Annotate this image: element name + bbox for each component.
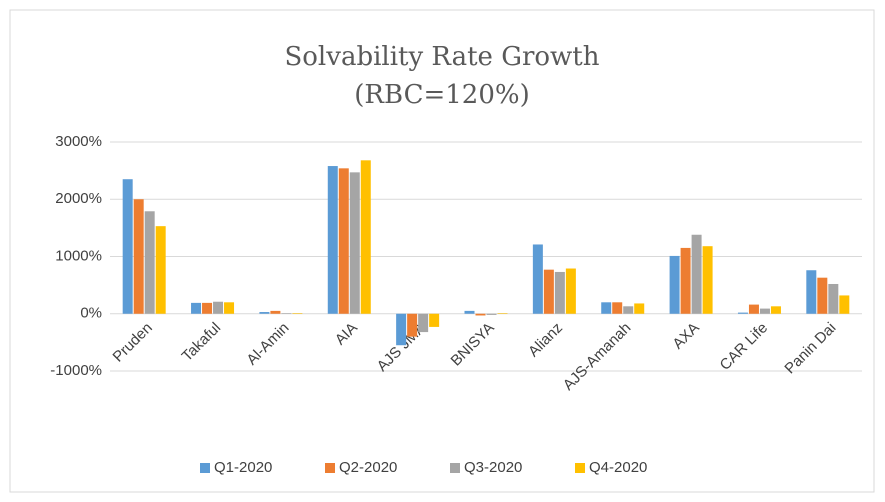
bar bbox=[407, 313, 418, 337]
bar bbox=[418, 313, 429, 333]
bar bbox=[623, 306, 634, 314]
bar bbox=[122, 179, 133, 314]
legend-label: Q3-2020 bbox=[464, 459, 522, 476]
bar bbox=[691, 234, 702, 314]
y-tick-label: -1000% bbox=[50, 362, 102, 379]
chart-subtitle: (RBC=120%) bbox=[354, 80, 529, 110]
bar bbox=[464, 310, 475, 314]
legend-swatch bbox=[325, 463, 335, 473]
legend-label: Q4-2020 bbox=[589, 459, 647, 476]
bar bbox=[396, 313, 407, 346]
bar bbox=[669, 255, 680, 314]
bar bbox=[202, 302, 213, 314]
y-tick-label: 2000% bbox=[55, 190, 102, 207]
bar bbox=[327, 166, 338, 314]
bar bbox=[565, 268, 576, 314]
bar bbox=[770, 306, 781, 314]
bar bbox=[532, 244, 543, 314]
bar bbox=[349, 172, 360, 314]
bar bbox=[634, 303, 645, 314]
bar bbox=[748, 304, 759, 314]
bar bbox=[554, 271, 565, 314]
y-tick-label: 1000% bbox=[55, 247, 102, 264]
legend-swatch bbox=[575, 463, 585, 473]
bar bbox=[817, 277, 828, 314]
legend-label: Q2-2020 bbox=[339, 459, 397, 476]
bar bbox=[360, 160, 371, 314]
bar bbox=[213, 301, 224, 314]
bar bbox=[259, 312, 270, 314]
y-tick-label: 3000% bbox=[55, 133, 102, 150]
bar bbox=[543, 269, 554, 314]
bar bbox=[429, 313, 440, 327]
bar bbox=[292, 313, 303, 314]
bar bbox=[155, 226, 166, 314]
bar bbox=[612, 302, 623, 314]
bar bbox=[806, 270, 817, 314]
bar bbox=[497, 313, 508, 314]
bar bbox=[828, 283, 839, 314]
legend-swatch bbox=[200, 463, 210, 473]
bar bbox=[475, 313, 486, 316]
bar bbox=[224, 302, 235, 314]
y-tick-label: 0% bbox=[80, 305, 102, 322]
bar bbox=[737, 312, 748, 314]
bar bbox=[702, 246, 713, 314]
bar bbox=[191, 302, 202, 314]
bar bbox=[601, 302, 612, 314]
bar bbox=[338, 168, 349, 314]
chart-title: Solvability Rate Growth bbox=[284, 42, 599, 72]
bar bbox=[144, 211, 155, 314]
bar bbox=[281, 313, 292, 314]
bar bbox=[680, 247, 691, 314]
bar bbox=[839, 295, 850, 314]
legend-label: Q1-2020 bbox=[214, 459, 272, 476]
bar bbox=[759, 308, 770, 314]
bar bbox=[486, 313, 497, 315]
bar bbox=[270, 310, 281, 314]
legend-swatch bbox=[450, 463, 460, 473]
bar bbox=[133, 199, 144, 314]
